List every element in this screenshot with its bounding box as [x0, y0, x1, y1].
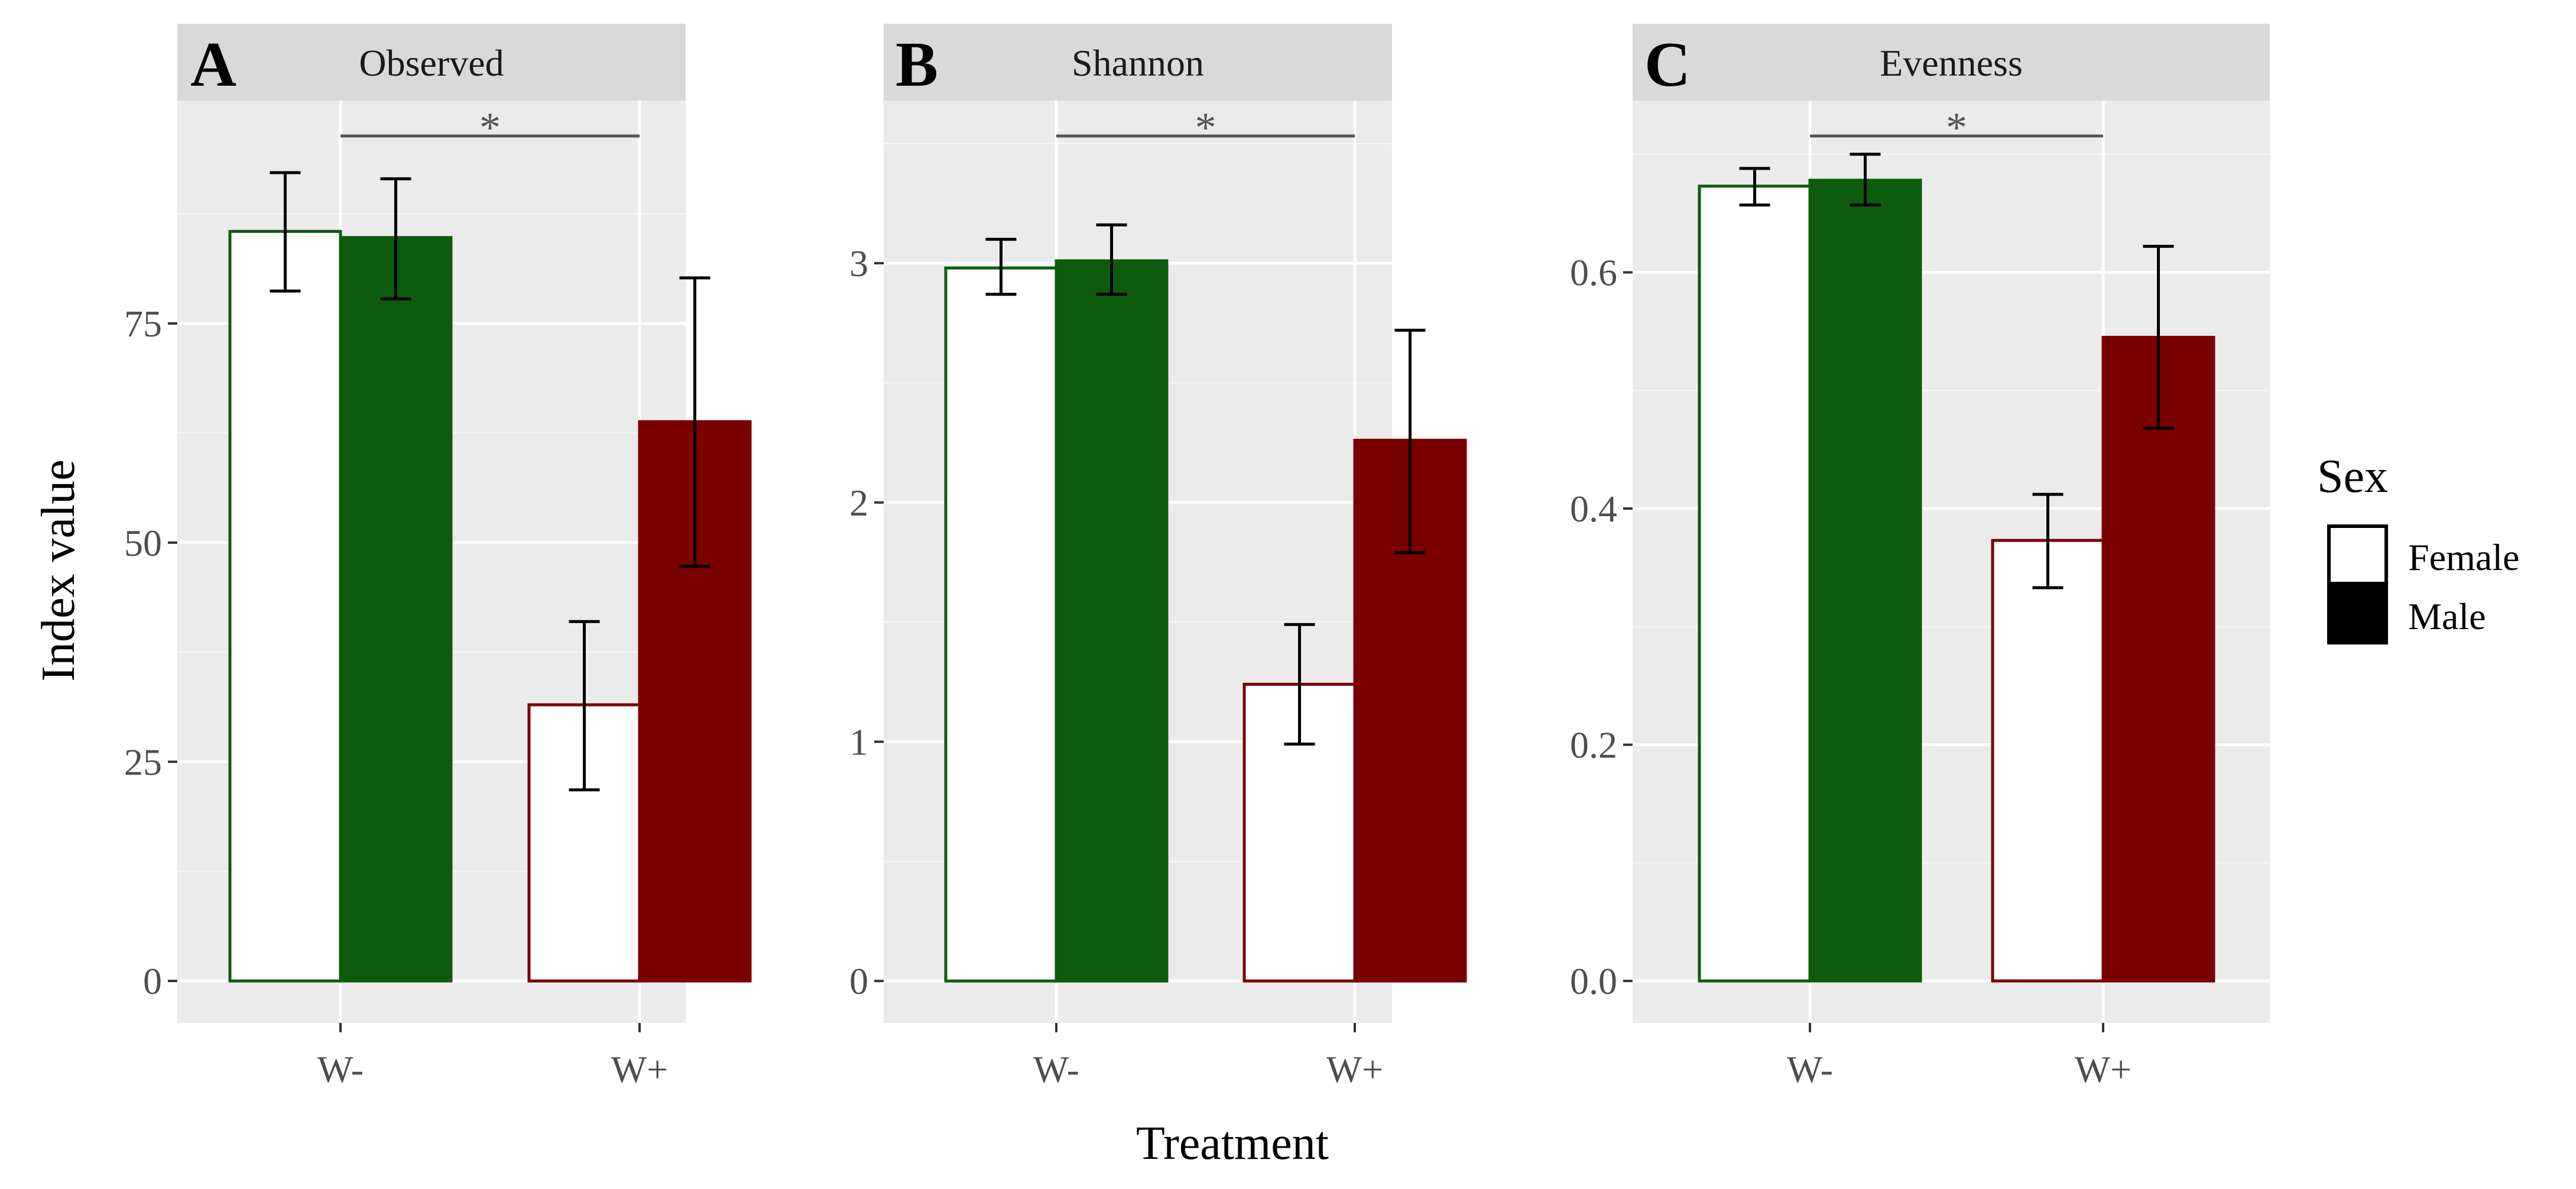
- x-tick-label: W+: [2075, 1048, 2132, 1090]
- y-tick-label: 0.2: [1570, 724, 1617, 766]
- bar-observed-w-female: [228, 229, 342, 983]
- errorbar-shannon-w-female: [1284, 623, 1315, 746]
- panel-shannon: * 0 1 2 3 W- W+ B Shannon: [849, 24, 1467, 1090]
- y-tick-label: 0: [849, 960, 868, 1002]
- y-tick-label: 0.0: [1570, 960, 1617, 1002]
- strip-observed: [177, 24, 686, 101]
- bar-evenness-w-female: [1991, 539, 2105, 983]
- y-tick-label: 0: [143, 960, 162, 1002]
- y-tick-label: 2: [849, 482, 868, 524]
- strip-title-evenness: Evenness: [1880, 42, 2023, 84]
- bar-shannon-w-female: [944, 266, 1058, 983]
- legend-label-female: Female: [2408, 536, 2519, 578]
- x-tick-label: W-: [1033, 1048, 1079, 1090]
- y-tick-label: 0.6: [1570, 252, 1617, 294]
- panel-letter-a: A: [190, 30, 236, 100]
- legend-key-female: [2327, 524, 2388, 585]
- strip-evenness: [1633, 24, 2270, 101]
- panel-observed: * 0 25 50 75 W- W+ A Observed: [124, 24, 752, 1090]
- x-axis-title: Treatment: [1136, 1117, 1329, 1169]
- legend-key-male: [2327, 584, 2388, 644]
- x-tick-label: W+: [611, 1048, 669, 1090]
- bar-observed-w-female: [527, 703, 641, 983]
- bar-evenness-w-male: [1808, 179, 1922, 983]
- panel-evenness: * 0.0 0.2 0.4 0.6 W- W+ C Evenness: [1570, 24, 2270, 1090]
- errorbar-evenness-w-male: [2143, 245, 2174, 430]
- y-tick-label: 50: [124, 522, 162, 564]
- bar-evenness-w-male: [2101, 335, 2215, 983]
- panel-letter-c: C: [1644, 30, 1691, 100]
- errorbar-observed-w-male: [679, 276, 710, 568]
- y-axis-title: Index value: [33, 459, 85, 681]
- bar-shannon-w-male: [1055, 259, 1169, 983]
- errorbar-shannon-w-male: [1394, 328, 1426, 555]
- significance-star: *: [1946, 104, 1967, 151]
- legend: Sex Female Male: [2317, 451, 2519, 644]
- strip-title-shannon: Shannon: [1072, 42, 1204, 84]
- strip-title-observed: Observed: [359, 42, 504, 84]
- errorbar-evenness-w-female: [1739, 167, 1770, 207]
- x-tick-label: W-: [317, 1048, 364, 1090]
- bar-evenness-w-female: [1698, 184, 1812, 983]
- bar-observed-w-male: [339, 236, 453, 983]
- x-tick-label: W-: [1787, 1048, 1833, 1090]
- errorbar-observed-w-female: [569, 620, 600, 792]
- significance-star: *: [1195, 104, 1216, 151]
- errorbar-observed-w-male: [380, 177, 411, 301]
- y-tick-label: 25: [124, 741, 162, 783]
- errorbar-evenness-w-male: [1850, 153, 1881, 207]
- strip-shannon: [884, 24, 1392, 101]
- legend-title: Sex: [2317, 451, 2388, 503]
- legend-label-male: Male: [2408, 595, 2486, 637]
- significance-star: *: [479, 104, 501, 151]
- x-tick-label: W+: [1326, 1048, 1384, 1090]
- y-tick-label: 0.4: [1570, 488, 1617, 530]
- y-tick-label: 75: [124, 303, 162, 345]
- errorbar-shannon-w-male: [1096, 223, 1127, 296]
- y-tick-label: 1: [849, 721, 868, 763]
- errorbar-observed-w-female: [270, 171, 301, 293]
- errorbar-evenness-w-female: [2032, 493, 2064, 589]
- y-tick-label: 3: [849, 242, 868, 284]
- errorbar-shannon-w-female: [985, 238, 1017, 296]
- panel-letter-b: B: [896, 30, 938, 100]
